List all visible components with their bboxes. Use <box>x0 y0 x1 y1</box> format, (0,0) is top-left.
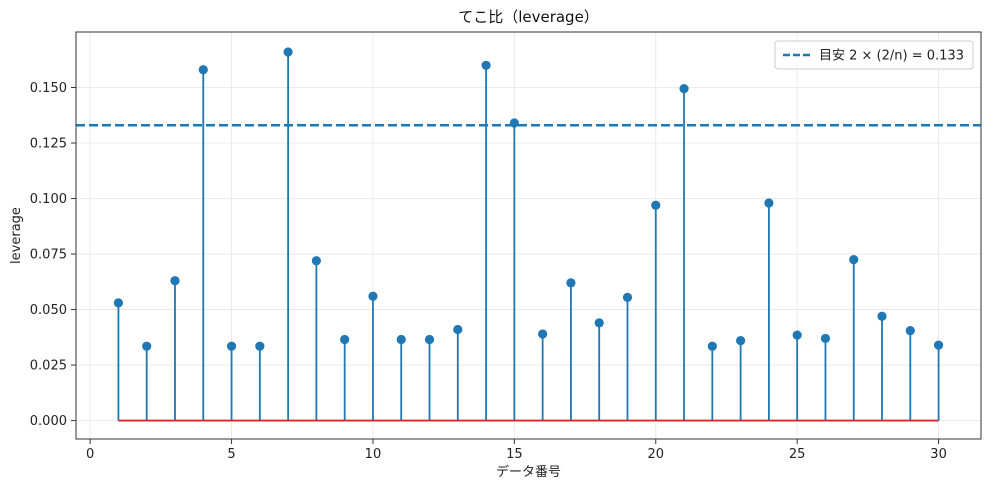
x-tick-label: 0 <box>86 447 94 462</box>
data-point-marker <box>226 341 237 351</box>
chart-title: てこ比（leverage） <box>458 8 599 26</box>
legend-label: 目安 2 × (2/n) = 0.133 <box>819 49 964 64</box>
data-point-marker <box>905 326 915 336</box>
data-point-marker <box>849 254 859 265</box>
data-point-marker <box>283 47 293 57</box>
data-point-marker <box>594 318 604 328</box>
x-tick-label: 25 <box>789 447 806 462</box>
x-tick-label: 20 <box>647 447 664 462</box>
y-tick-label: 0.050 <box>30 303 67 318</box>
data-point-marker <box>509 118 519 128</box>
legend-box <box>774 40 974 70</box>
data-point-marker <box>764 198 774 208</box>
x-tick-label: 30 <box>930 447 947 462</box>
y-axis-title: leverage <box>9 207 24 264</box>
stems <box>117 51 940 422</box>
tick-labels: 0 5 10 15 20 25 30 0.000 0.025 0.050 0.075 0.100 0.1… <box>30 81 947 462</box>
data-point-marker <box>792 330 802 340</box>
data-point-marker <box>538 329 548 339</box>
y-tick-label: 0.150 <box>30 81 67 96</box>
grid-lines <box>76 32 981 439</box>
y-tick-label: 0.100 <box>30 192 67 207</box>
data-point-marker <box>651 200 661 210</box>
data-point-marker <box>170 276 180 286</box>
data-point-marker <box>368 291 378 301</box>
x-tick-label: 10 <box>365 447 382 462</box>
data-point-marker <box>453 324 463 335</box>
legend: 目安 2 × (2/n) = 0.133 <box>774 40 974 70</box>
y-tick-label: 0.075 <box>30 248 67 263</box>
plot-frame <box>75 31 982 440</box>
y-tick-label: 0.000 <box>30 414 67 429</box>
data-point-marker <box>736 336 746 346</box>
y-tick-label: 0.125 <box>30 137 67 152</box>
markers <box>113 47 944 351</box>
data-point-marker <box>877 311 887 321</box>
data-point-marker <box>198 65 208 75</box>
data-point-marker <box>622 292 633 302</box>
data-point-marker <box>679 84 689 94</box>
data-point-marker <box>707 341 717 351</box>
data-point-marker <box>424 334 435 345</box>
data-point-marker <box>396 334 406 345</box>
data-point-marker <box>142 341 152 351</box>
y-tick-label: 0.025 <box>30 359 67 374</box>
data-point-marker <box>311 256 321 266</box>
data-point-marker <box>566 278 576 288</box>
x-tick-label: 15 <box>506 447 523 462</box>
data-point-marker <box>481 60 491 70</box>
axes <box>75 31 982 440</box>
data-point-marker <box>820 333 831 344</box>
data-point-marker <box>340 334 350 345</box>
data-point-marker <box>113 298 124 308</box>
x-axis-title: データ番号 <box>496 464 561 480</box>
x-tick-label: 5 <box>227 447 235 462</box>
data-point-marker <box>933 340 944 350</box>
data-point-marker <box>255 341 265 351</box>
